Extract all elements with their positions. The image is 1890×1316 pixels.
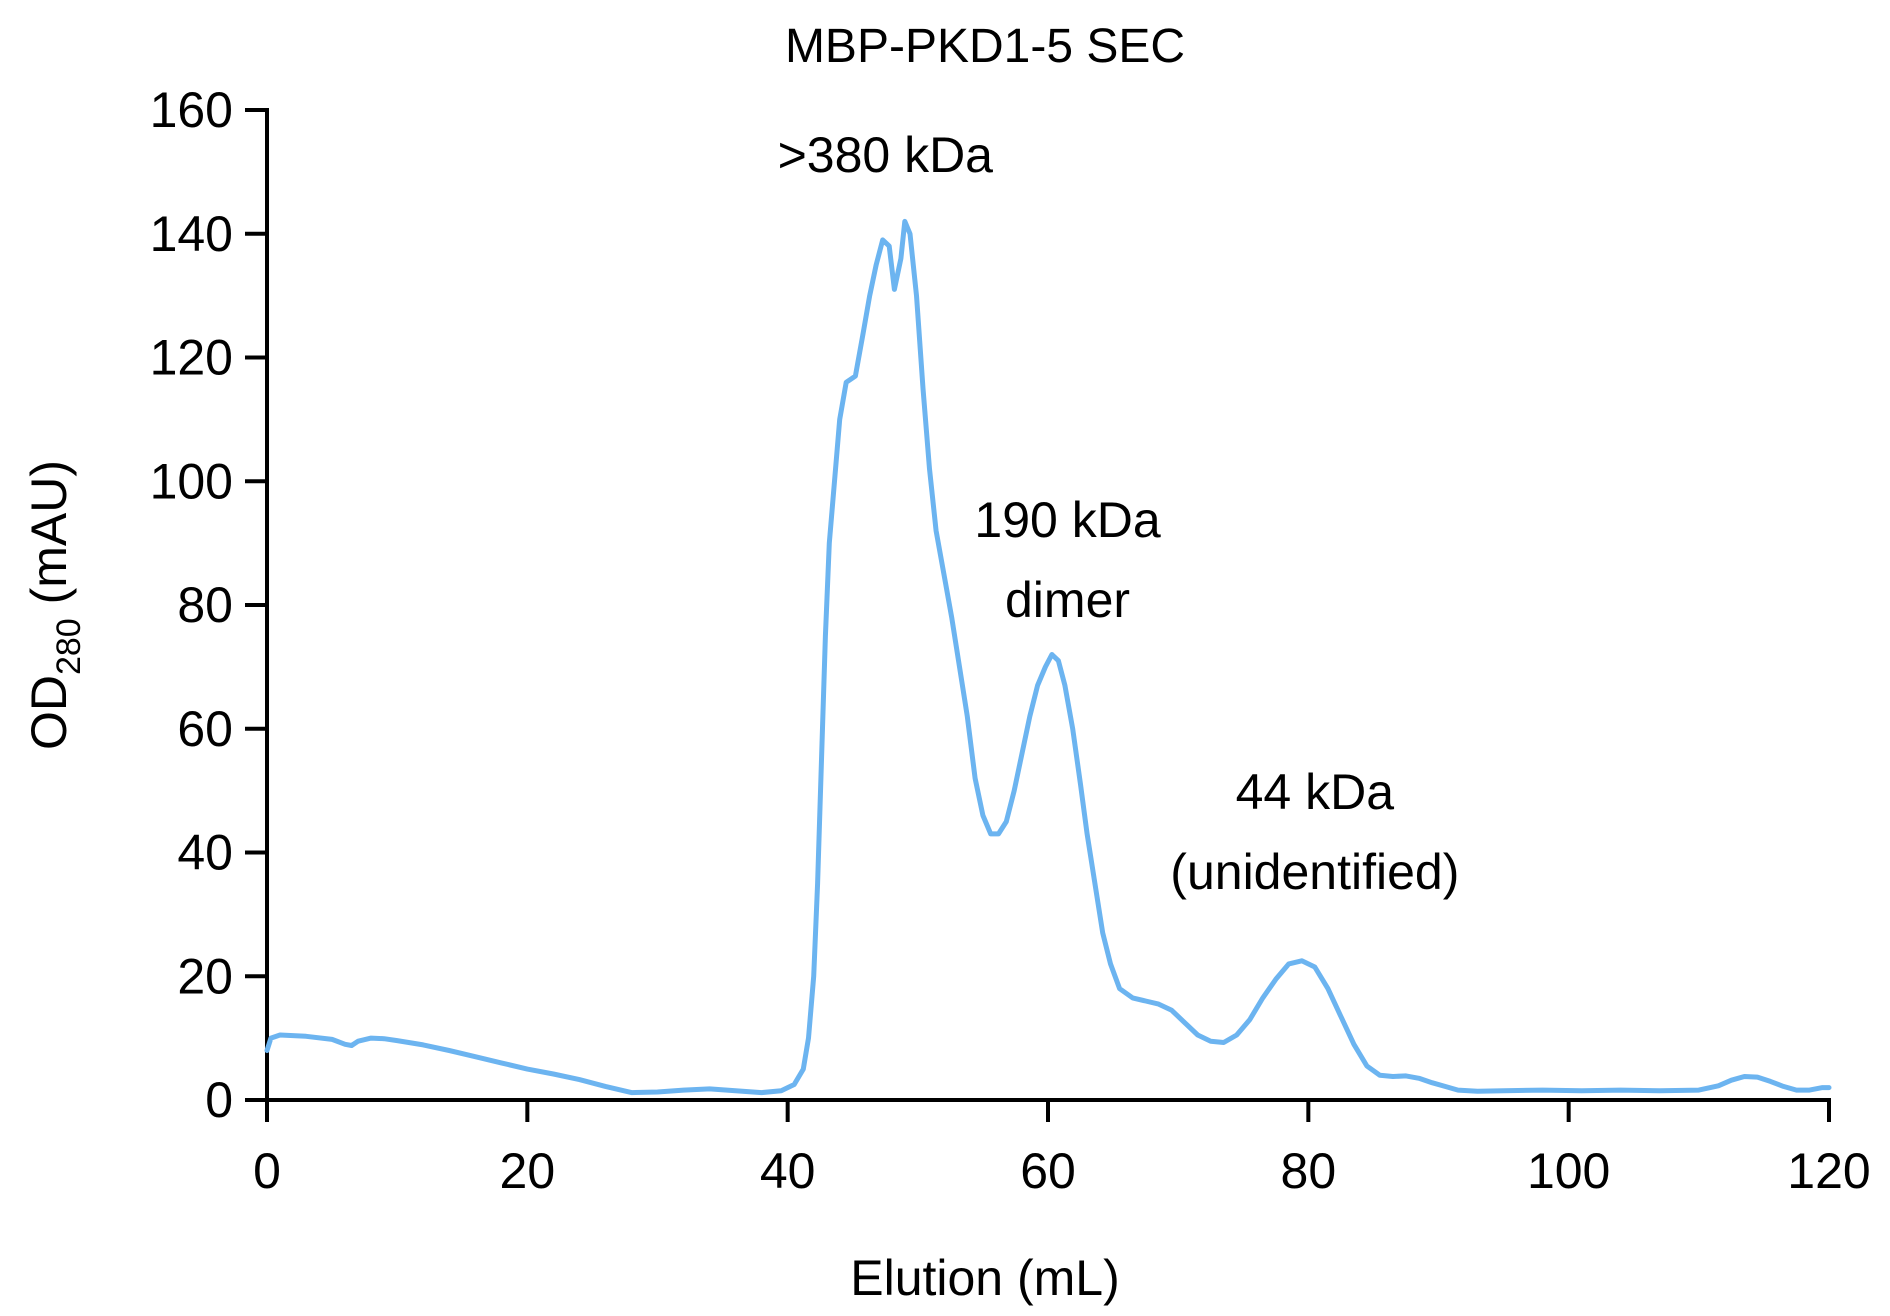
y-axis-title-unit: (mAU)	[21, 460, 77, 618]
x-tick-label: 100	[1527, 1143, 1610, 1199]
y-axis: 0 20 40 60 80 100 120 140 160	[150, 82, 269, 1128]
x-axis: 0 20 40 60 80 100 120	[253, 1098, 1871, 1199]
peak-annotations: >380 kDa 190 kDa dimer 44 kDa (unidentified)	[778, 127, 1460, 900]
peak-annotation-label: 44 kDa	[1236, 764, 1395, 820]
y-axis-title-subscript: 280	[50, 618, 88, 675]
y-tick-label: 60	[177, 701, 233, 757]
x-tick-label: 20	[500, 1143, 556, 1199]
peak-annotation-label: dimer	[1005, 572, 1130, 628]
y-axis-title-main: OD	[21, 675, 77, 750]
x-tick-label: 80	[1281, 1143, 1337, 1199]
y-tick-label: 140	[150, 206, 233, 262]
peak-annotation-label: >380 kDa	[778, 127, 994, 183]
y-tick-label: 160	[150, 82, 233, 138]
x-tick-label: 40	[760, 1143, 816, 1199]
y-tick-label: 20	[177, 948, 233, 1004]
x-tick-label: 0	[253, 1143, 281, 1199]
y-tick-label: 80	[177, 577, 233, 633]
chromatogram-line	[264, 218, 1832, 1096]
y-tick-label: 40	[177, 825, 233, 881]
chart-title: MBP-PKD1-5 SEC	[785, 20, 1185, 73]
y-tick-label: 120	[150, 330, 233, 386]
x-tick-label: 120	[1787, 1143, 1870, 1199]
peak-annotation-label: 190 kDa	[974, 492, 1160, 548]
x-tick-label: 60	[1020, 1143, 1076, 1199]
y-tick-label: 0	[205, 1072, 233, 1128]
x-axis-title: Elution (mL)	[850, 1250, 1120, 1306]
y-tick-label: 100	[150, 453, 233, 509]
peak-annotation-label: (unidentified)	[1170, 844, 1459, 900]
y-axis-title: OD280 (mAU)	[21, 460, 88, 750]
